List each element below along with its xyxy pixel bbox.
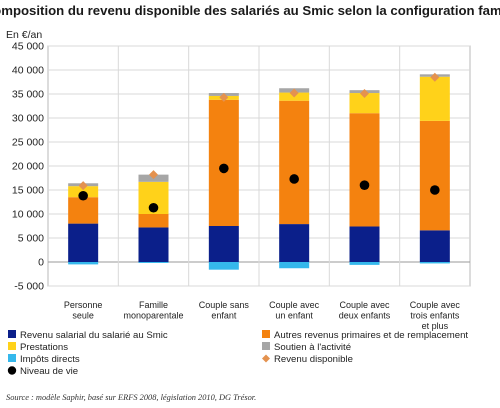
bar-segment <box>68 223 99 262</box>
x-category-label: Couple sans <box>199 300 250 310</box>
legend-item: Soutien à l'activité <box>262 342 351 353</box>
gridlines <box>48 45 470 287</box>
bar-segment-negative <box>208 262 239 270</box>
legend-item: Prestations <box>8 342 68 353</box>
bar-segment <box>68 197 99 224</box>
dot-marker <box>148 202 159 213</box>
legend: Revenu salarial du salarié au Smic Autres… <box>7 330 468 377</box>
diamond-marker <box>219 92 229 102</box>
x-category-label: trois enfants <box>410 311 460 321</box>
legend-swatch <box>262 330 270 338</box>
legend-label: Revenu disponible <box>274 354 353 365</box>
y-axis: -5 000 0 5 000 10 000 15 000 20 000 25 000 30 0… <box>12 41 44 293</box>
diamond-marker <box>78 181 88 191</box>
y-tick-label: 5 000 <box>18 233 44 245</box>
legend-swatch <box>8 330 16 338</box>
legend-swatch <box>8 354 16 362</box>
source-note: Source : modèle Saphir, basé sur ERFS 20… <box>6 393 256 402</box>
diamond-marker <box>360 89 369 99</box>
legend-item: Niveau de vie <box>7 366 78 377</box>
dot-marker <box>359 180 370 190</box>
y-tick-label: 45 000 <box>12 41 44 53</box>
y-tick-label: 30 000 <box>12 113 44 125</box>
legend-label: Niveau de vie <box>20 366 78 377</box>
bar-segment <box>419 76 450 121</box>
diamond-marker <box>430 72 440 82</box>
x-category-label: Couple avec <box>410 300 461 310</box>
diamond-marker <box>149 170 158 180</box>
diamond-marker <box>289 88 299 98</box>
y-tick-label: 35 000 <box>12 89 44 101</box>
dot-marker <box>219 163 229 174</box>
dot-marker <box>78 190 88 201</box>
bar-segment <box>138 214 169 228</box>
x-category-label: Couple avec <box>339 300 390 310</box>
legend-swatch-diamond <box>262 354 270 363</box>
legend-item: Autres revenus primaires et de remplacem… <box>262 330 468 341</box>
legend-item: Revenu disponible <box>262 354 353 365</box>
bar-segment <box>349 113 380 227</box>
bar-segment-negative <box>279 262 310 269</box>
bar-segment-negative <box>68 262 99 265</box>
x-category-label: monoparentale <box>123 311 183 321</box>
bar-segment <box>349 93 380 114</box>
legend-swatch-dot <box>7 366 17 375</box>
x-category-label: seule <box>72 311 94 321</box>
legend-item: Revenu salarial du salarié au Smic <box>8 330 168 341</box>
legend-label: Soutien à l'activité <box>274 342 351 353</box>
bar-segment-negative <box>138 262 169 263</box>
legend-item: Impôts directs <box>8 354 80 365</box>
y-tick-label: 0 <box>38 257 44 269</box>
x-category-label: Couple avec <box>269 300 320 310</box>
bar-segment <box>138 227 169 262</box>
legend-label: Prestations <box>20 342 68 353</box>
y-tick-label: -5 000 <box>14 281 44 293</box>
x-category-label: deux enfants <box>339 311 391 321</box>
bar-segment-negative <box>349 262 380 265</box>
dot-marker <box>289 174 299 184</box>
chart-title: Décomposition du revenu disponible des s… <box>0 3 500 18</box>
bars <box>68 74 450 270</box>
y-tick-label: 15 000 <box>12 185 44 197</box>
bar-segment <box>349 226 380 262</box>
bar-segment <box>419 230 450 262</box>
legend-swatch <box>8 342 16 350</box>
legend-label: Revenu salarial du salarié au Smic <box>20 330 168 341</box>
bar-segment <box>279 224 310 262</box>
bar-segment <box>208 226 239 262</box>
y-tick-label: 10 000 <box>12 209 44 221</box>
legend-swatch <box>262 342 270 350</box>
bar-segment <box>279 100 310 225</box>
y-tick-label: 40 000 <box>12 65 44 77</box>
y-tick-label: 25 000 <box>12 137 44 149</box>
legend-label: Autres revenus primaires et de remplacem… <box>274 330 468 341</box>
y-unit-label: En €/an <box>6 29 42 41</box>
x-category-label: enfant <box>211 311 237 321</box>
x-category-label: Personne <box>64 300 103 310</box>
bar-segment-negative <box>419 262 450 264</box>
x-category-label: et plus <box>422 321 449 331</box>
x-category-label: Famille <box>139 300 168 310</box>
bar-segment <box>208 99 239 226</box>
bar-segment <box>419 120 450 231</box>
legend-label: Impôts directs <box>20 354 80 365</box>
markers <box>78 72 440 213</box>
x-category-label: un enfant <box>275 311 313 321</box>
y-tick-label: 20 000 <box>12 161 44 173</box>
dot-marker <box>430 185 440 195</box>
